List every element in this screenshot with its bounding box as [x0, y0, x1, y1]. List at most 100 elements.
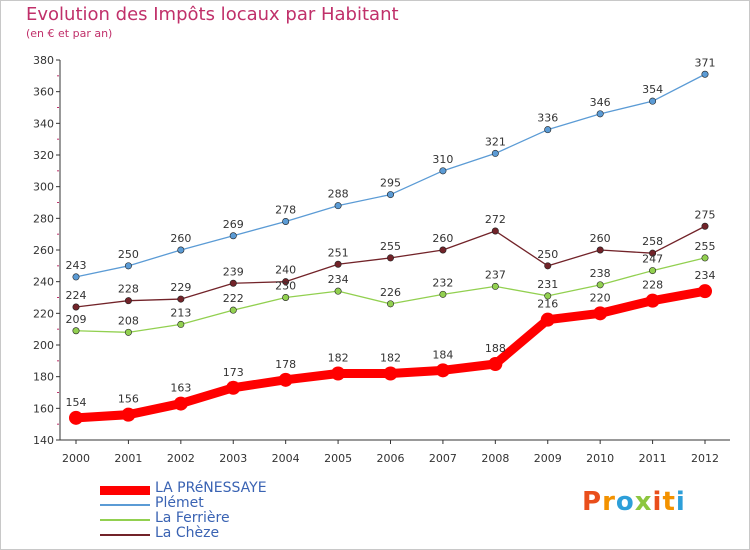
point-la-pr-nessaye	[173, 396, 188, 411]
y-tick-label: 180	[33, 371, 54, 384]
data-label-la-ch-ze: 251	[328, 246, 349, 259]
logo-letter: P	[582, 487, 603, 517]
logo-letter: r	[602, 487, 616, 517]
logo-letter: i	[675, 487, 686, 517]
point-pl-met	[282, 218, 290, 226]
data-label-pl-met: 278	[275, 204, 296, 217]
x-tick-label: 2007	[429, 452, 457, 465]
data-label-la-pr-nessaye: 228	[642, 279, 663, 292]
data-label-la-pr-nessaye: 216	[537, 298, 558, 311]
data-label-la-ch-ze: 240	[275, 264, 296, 277]
point-la-ch-ze	[701, 222, 709, 230]
point-la-ferri-re	[334, 287, 342, 295]
data-label-la-ch-ze: 255	[380, 240, 401, 253]
data-label-la-pr-nessaye: 188	[485, 342, 506, 355]
data-label-pl-met: 295	[380, 177, 401, 190]
legend-swatch	[100, 485, 150, 495]
chart-subtitle: (en € et par an)	[26, 27, 113, 40]
point-pl-met	[649, 97, 657, 105]
y-tick-label: 200	[33, 339, 54, 352]
y-tick-label: 360	[33, 86, 54, 99]
data-label-la-ch-ze: 250	[537, 248, 558, 261]
legend-swatch	[100, 534, 150, 536]
point-la-pr-nessaye	[645, 293, 660, 308]
data-label-pl-met: 371	[695, 56, 716, 69]
data-label-pl-met: 243	[66, 259, 87, 272]
data-label-la-ch-ze: 275	[695, 208, 716, 221]
data-label-pl-met: 310	[432, 153, 453, 166]
x-tick-label: 2005	[324, 452, 352, 465]
x-tick-label: 2004	[272, 452, 300, 465]
logo-letter: t	[662, 487, 676, 517]
data-label-la-ferri-re: 208	[118, 314, 139, 327]
point-la-ch-ze	[439, 246, 447, 254]
point-pl-met	[439, 167, 447, 175]
data-label-la-ferri-re: 232	[432, 276, 453, 289]
point-la-ferri-re	[72, 327, 80, 335]
point-la-pr-nessaye	[435, 363, 450, 378]
point-la-ferri-re	[701, 254, 709, 262]
data-label-pl-met: 346	[590, 96, 611, 109]
y-tick-label: 140	[33, 434, 54, 447]
data-label-la-pr-nessaye: 156	[118, 393, 139, 406]
data-label-pl-met: 250	[118, 248, 139, 261]
data-label-la-pr-nessaye: 234	[695, 269, 716, 282]
point-pl-met	[544, 126, 552, 134]
point-la-ch-ze	[177, 295, 185, 303]
y-tick-label: 280	[33, 212, 54, 225]
point-la-pr-nessaye	[226, 380, 241, 395]
point-la-ch-ze	[124, 297, 132, 305]
point-la-ferri-re	[491, 282, 499, 290]
point-la-ch-ze	[282, 278, 290, 286]
point-la-ferri-re	[649, 267, 657, 275]
x-tick-label: 2008	[481, 452, 509, 465]
point-la-pr-nessaye	[69, 410, 83, 425]
x-tick-label: 2001	[114, 452, 142, 465]
y-tick-label: 380	[33, 54, 54, 67]
legend-label: La Chèze	[155, 525, 220, 541]
data-label-la-ch-ze: 260	[590, 232, 611, 245]
point-pl-met	[491, 149, 499, 157]
data-label-la-pr-nessaye: 173	[223, 366, 244, 379]
point-la-pr-nessaye	[540, 312, 555, 327]
point-la-pr-nessaye	[278, 372, 293, 387]
data-label-la-ch-ze: 239	[223, 265, 244, 278]
y-tick-label: 240	[33, 276, 54, 289]
point-pl-met	[229, 232, 237, 240]
data-label-la-pr-nessaye: 182	[328, 352, 349, 365]
point-la-ferri-re	[124, 328, 132, 336]
point-la-pr-nessaye	[383, 366, 398, 381]
data-label-la-pr-nessaye: 182	[380, 352, 401, 365]
logo-letter: x	[634, 487, 653, 517]
y-tick-label: 160	[33, 402, 54, 415]
point-la-ferri-re	[177, 320, 185, 328]
point-la-pr-nessaye	[698, 284, 712, 299]
point-la-ferri-re	[596, 281, 604, 289]
data-label-la-ferri-re: 222	[223, 292, 244, 305]
data-label-pl-met: 354	[642, 83, 663, 96]
point-la-ch-ze	[491, 227, 499, 235]
point-la-ferri-re	[439, 290, 447, 298]
point-la-pr-nessaye	[488, 357, 503, 371]
point-pl-met	[177, 246, 185, 254]
data-label-la-ferri-re: 255	[695, 240, 716, 253]
point-pl-met	[334, 202, 342, 210]
point-la-pr-nessaye	[331, 366, 346, 381]
data-label-pl-met: 336	[537, 112, 558, 125]
point-la-ferri-re	[229, 306, 237, 314]
x-tick-label: 2012	[691, 452, 719, 465]
point-pl-met	[596, 110, 604, 118]
data-label-pl-met: 288	[328, 188, 349, 201]
point-la-ch-ze	[229, 279, 237, 287]
x-tick-label: 2011	[639, 452, 667, 465]
data-label-la-ch-ze: 228	[118, 283, 139, 296]
data-label-la-pr-nessaye: 154	[66, 396, 87, 409]
legend-label: La Ferrière	[155, 510, 230, 526]
data-label-pl-met: 269	[223, 218, 244, 231]
x-tick-label: 2003	[219, 452, 247, 465]
point-pl-met	[386, 191, 394, 199]
y-tick-label: 320	[33, 149, 54, 162]
point-la-ch-ze	[334, 260, 342, 268]
chart-title: Evolution des Impôts locaux par Habitant	[26, 4, 399, 25]
